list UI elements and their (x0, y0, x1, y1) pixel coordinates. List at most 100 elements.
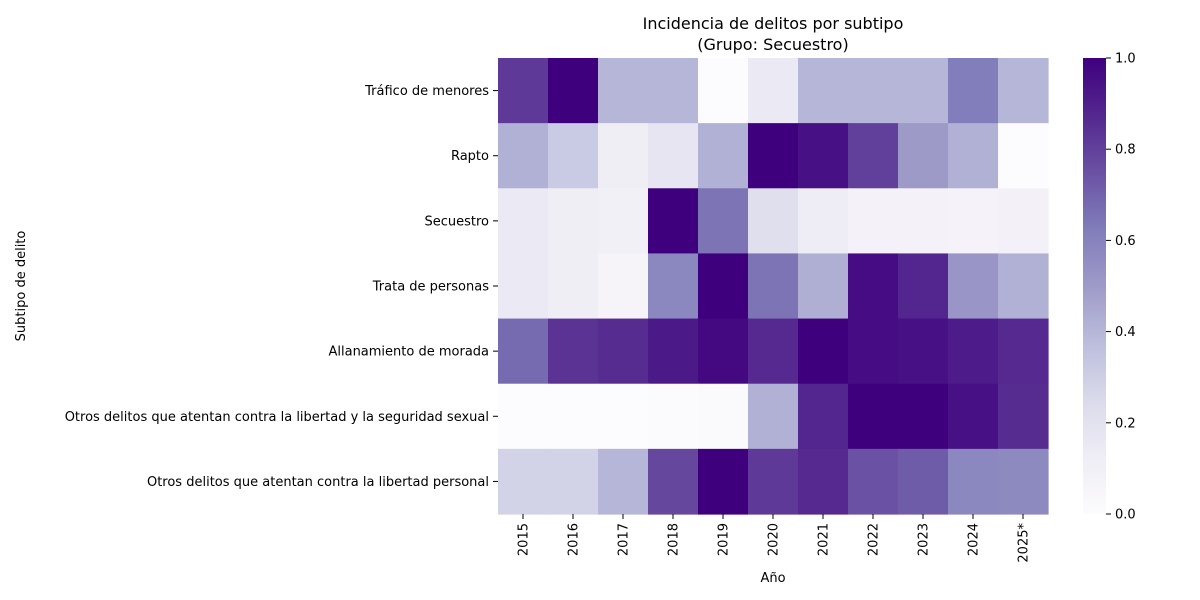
chart-subtitle: (Grupo: Secuestro) (697, 35, 848, 54)
colorbar-tick-label: 1.0 (1115, 52, 1136, 67)
heatmap-cell (648, 253, 699, 320)
x-tick-label: 2022 (867, 523, 882, 556)
heatmap-cell (698, 253, 749, 320)
heatmap-cell (648, 383, 699, 450)
heatmap-cell (798, 188, 849, 255)
heatmap-cell (498, 188, 549, 255)
heatmap-cell (698, 188, 749, 255)
heatmap-cell (898, 58, 949, 124)
heatmap-cell (698, 448, 749, 515)
heatmap-cell (898, 188, 949, 255)
chart-title: Incidencia de delitos por subtipo (643, 14, 904, 33)
heatmap-cell (498, 318, 549, 385)
heatmap-cell (548, 253, 599, 320)
y-tick-label: Tráfico de menores (364, 84, 489, 99)
heatmap-cell (848, 383, 899, 450)
heatmap-cell (998, 448, 1049, 515)
heatmap-cell (748, 58, 799, 124)
colorbar-tick-label: 0.8 (1115, 143, 1136, 158)
heatmap-cell (948, 253, 999, 320)
heatmap-cell (998, 383, 1049, 450)
heatmap-cell (548, 383, 599, 450)
heatmap-cell (598, 253, 649, 320)
heatmap-cell (748, 318, 799, 385)
x-tick-label: 2021 (817, 523, 832, 556)
heatmap-cell (798, 448, 849, 515)
heatmap-cell (948, 123, 999, 189)
heatmap-cell (798, 383, 849, 450)
heatmap-cell (548, 123, 599, 189)
y-tick-labels: Tráfico de menores Rapto Secuestro Trata de… (65, 84, 498, 490)
x-tick-label: 2015 (517, 523, 532, 556)
heatmap-cell (848, 58, 899, 124)
heatmap-cell (698, 58, 749, 124)
x-tick-label: 2016 (567, 523, 582, 556)
heatmap-cell (748, 188, 799, 255)
heatmap-cell (848, 448, 899, 515)
heatmap-cell (648, 58, 699, 124)
x-tick-labels: 2015 2016 2017 2018 2019 2020 2021 2022 2023 2024… (517, 514, 1032, 563)
x-tick-label: 2019 (717, 523, 732, 556)
heatmap-cell (998, 58, 1049, 124)
heatmap-cell (998, 123, 1049, 189)
heatmap-cell (648, 448, 699, 515)
heatmap-cell (948, 188, 999, 255)
heatmap-cell (948, 58, 999, 124)
heatmap-cell (748, 253, 799, 320)
heatmap-cell (598, 383, 649, 450)
colorbar (1083, 58, 1106, 514)
heatmap-cell (598, 123, 649, 189)
heatmap-cell (848, 188, 899, 255)
heatmap-cell (848, 318, 899, 385)
y-tick-label: Allanamiento de morada (328, 345, 489, 360)
x-tick-label: 2020 (767, 523, 782, 556)
x-tick-label: 2024 (967, 523, 982, 556)
x-tick-label: 2018 (667, 523, 682, 556)
colorbar-tick-label: 0.4 (1115, 325, 1136, 340)
heatmap-cell (798, 123, 849, 189)
heatmap-cell (848, 253, 899, 320)
heatmap-cell (998, 318, 1049, 385)
colorbar-tick-label: 0.2 (1115, 416, 1136, 431)
heatmap-cell (898, 383, 949, 450)
heatmap-cell (948, 318, 999, 385)
heatmap-cell (498, 253, 549, 320)
heatmap-cell (598, 58, 649, 124)
heatmap-cells (498, 58, 1049, 515)
y-tick-label: Otros delitos que atentan contra la libe… (147, 475, 489, 490)
x-axis-label: Año (760, 571, 785, 586)
heatmap-cell (798, 58, 849, 124)
heatmap-cell (998, 253, 1049, 320)
heatmap-cell (998, 188, 1049, 255)
y-tick-label: Otros delitos que atentan contra la libe… (65, 410, 489, 425)
x-tick-label: 2023 (917, 523, 932, 556)
heatmap-cell (598, 318, 649, 385)
heatmap-cell (748, 448, 799, 515)
heatmap-cell (598, 448, 649, 515)
heatmap-cell (498, 58, 549, 124)
heatmap-cell (548, 448, 599, 515)
heatmap-cell (648, 123, 699, 189)
heatmap-cell (648, 188, 699, 255)
heatmap-cell (848, 123, 899, 189)
heatmap-cell (898, 448, 949, 515)
heatmap-cell (498, 448, 549, 515)
heatmap-cell (948, 448, 999, 515)
heatmap-cell (698, 318, 749, 385)
heatmap-cell (948, 383, 999, 450)
colorbar-tick-label: 0.6 (1115, 234, 1136, 249)
heatmap-cell (498, 123, 549, 189)
heatmap-cell (798, 253, 849, 320)
y-tick-label: Rapto (451, 149, 489, 164)
colorbar-tick-label: 0.0 (1115, 508, 1136, 523)
heatmap-cell (548, 188, 599, 255)
heatmap-cell (748, 123, 799, 189)
heatmap-cell (698, 383, 749, 450)
heatmap-cell (598, 188, 649, 255)
y-tick-label: Trata de personas (372, 280, 489, 295)
y-axis-label: Subtipo de delito (14, 231, 29, 342)
y-tick-label: Secuestro (424, 214, 489, 229)
heatmap-cell (498, 383, 549, 450)
heatmap-cell (798, 318, 849, 385)
